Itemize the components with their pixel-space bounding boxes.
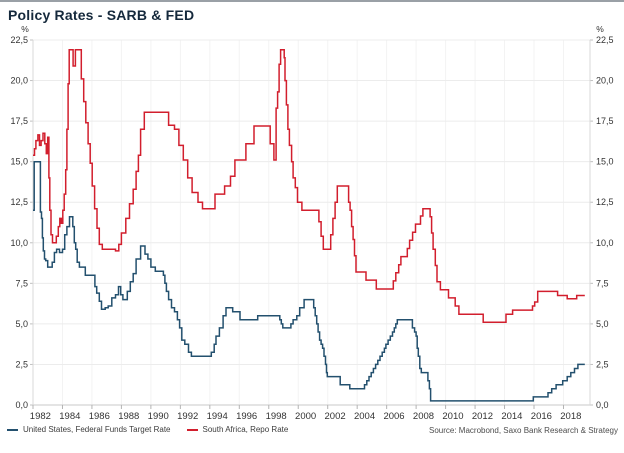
x-axis-label: 1998 [266,411,287,422]
y-axis-label-left: 2,5 [15,359,28,369]
repo-rate-legend-swatch [186,428,198,431]
y-axis-label-left: 5,0 [15,319,28,329]
x-axis-label: 2014 [501,411,522,422]
y-axis-label-left: 10,0 [10,238,28,248]
x-axis-label: 1992 [177,411,198,422]
x-axis-label: 1982 [30,411,51,422]
y-unit-right: % [596,24,604,34]
y-axis-label-right: 17,5 [596,116,614,126]
x-axis-label: 2012 [472,411,493,422]
x-axis-label: 2010 [442,411,463,422]
y-axis-label-left: 7,5 [15,278,28,288]
legend-item-fed-funds[interactable]: United States, Federal Funds Target Rate [7,425,171,434]
y-axis-label-right: 10,0 [596,238,614,248]
y-axis-label-right: 2,5 [596,359,609,369]
y-axis-label-right: 20,0 [596,76,614,86]
y-unit-left: % [21,24,29,34]
y-axis-label-left: 20,0 [10,76,28,86]
legend-item-repo-rate[interactable]: South Africa, Repo Rate [186,425,289,434]
x-axis-label: 1990 [148,411,169,422]
source-attribution: Source: Macrobond, Saxo Bank Research & … [429,426,618,435]
y-axis-label-right: 7,5 [596,278,609,288]
chart-legend: United States, Federal Funds Target Rate… [7,425,288,434]
x-axis-label: 2006 [383,411,404,422]
x-axis-label: 1986 [89,411,110,422]
x-axis-label: 2004 [354,411,375,422]
x-axis-label: 2008 [413,411,434,422]
repo-rate-legend-label: South Africa, Repo Rate [202,425,289,434]
y-axis-label-left: 0,0 [15,400,28,410]
x-axis-label: 2002 [325,411,346,422]
x-axis-label: 2018 [560,411,581,422]
x-axis-label: 1994 [207,411,228,422]
y-axis-label-right: 22,5 [596,35,614,45]
chart-title: Policy Rates - SARB & FED [8,7,195,23]
x-axis-label: 1996 [236,411,257,422]
y-axis-label-right: 12,5 [596,197,614,207]
y-axis-label-left: 15,0 [10,157,28,167]
fed-funds-legend-swatch [7,428,18,431]
fed-funds-series-line [33,160,585,402]
x-axis-label: 2016 [531,411,552,422]
y-axis-label-right: 0,0 [596,400,609,410]
y-axis-label-right: 5,0 [596,319,609,329]
y-axis-label-left: 17,5 [10,116,28,126]
x-axis-label: 2000 [295,411,316,422]
fed-funds-legend-label: United States, Federal Funds Target Rate [23,425,171,434]
x-axis-label: 1984 [59,411,80,422]
repo-rate-series-line [33,48,585,324]
x-axis-label: 1988 [118,411,139,422]
y-axis-label-right: 15,0 [596,157,614,167]
y-axis-label-left: 22,5 [10,35,28,45]
y-axis-label-left: 12,5 [10,197,28,207]
